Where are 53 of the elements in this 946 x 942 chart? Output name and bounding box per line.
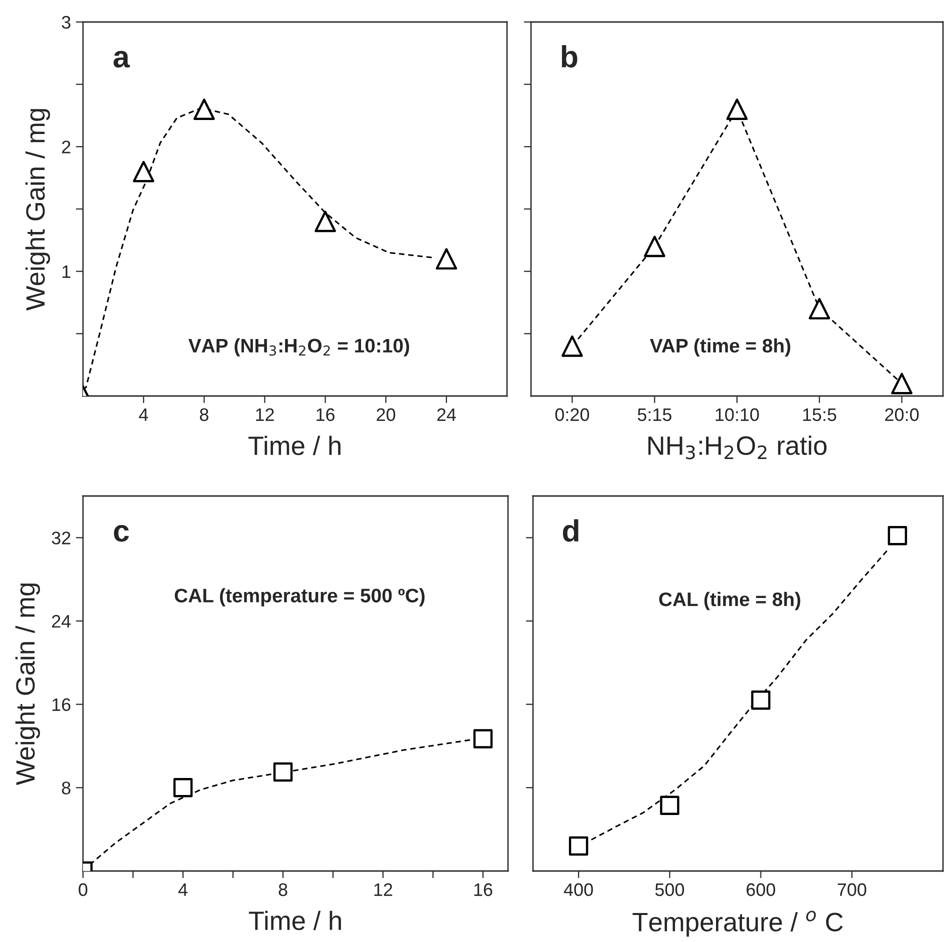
point xyxy=(891,372,912,394)
x-tick-label: 24 xyxy=(437,408,456,421)
x-tick-label: 700 xyxy=(838,883,866,896)
annotation: VAP (NH$_{3}$:H$_{2}$O$_{2}$ = 10:10) xyxy=(188,338,410,356)
y-tick-label: 24 xyxy=(52,614,71,628)
x-tick-label: 8 xyxy=(278,883,288,896)
x-tick-label: 4 xyxy=(178,883,188,896)
x-tick-label: 0:20 xyxy=(555,408,590,422)
annotation: VAP (time = 8h) xyxy=(650,338,790,356)
annotation: c xyxy=(114,524,129,542)
annotation: CAL (temperature = 500 ºC) xyxy=(174,588,425,606)
point xyxy=(660,796,680,815)
point xyxy=(132,160,154,182)
y-tick-label: 3 xyxy=(62,16,70,29)
annotation: d xyxy=(562,519,578,542)
point xyxy=(751,690,770,710)
x-tick-label: 20 xyxy=(376,408,396,422)
annotation: a xyxy=(114,50,130,68)
point xyxy=(644,236,666,258)
x-axis-title: Time / h xyxy=(248,910,341,930)
y-tick-label: 32 xyxy=(52,532,70,544)
x-tick-label: 12 xyxy=(256,408,274,421)
x-axis-title: Time / h xyxy=(248,436,340,456)
x-axis-title: NH$_{3}$:H$_{2}$O$_{2}$ ratio xyxy=(648,436,827,460)
x-tick-label: 4 xyxy=(138,408,148,421)
x-tick-label: 5:15 xyxy=(638,408,672,422)
x-tick-label: 10:10 xyxy=(716,408,759,422)
annotation: CAL (time = 8h) xyxy=(659,592,800,610)
x-tick-label: 20:0 xyxy=(885,408,919,422)
x-tick-label: 15:5 xyxy=(803,408,836,422)
x-axis-title: Temperature / $^{o}$ C xyxy=(632,910,843,937)
y-tick-label: 8 xyxy=(62,782,70,794)
annotation: b xyxy=(562,45,578,68)
point xyxy=(314,210,336,232)
x-tick-label: 0 xyxy=(78,883,88,896)
x-tick-label: 16 xyxy=(316,408,335,422)
x-tick-label: 16 xyxy=(474,883,492,896)
x-tick-label: 500 xyxy=(655,883,684,896)
point xyxy=(726,98,748,120)
y-axis-title: Weight Gain / mg xyxy=(25,108,50,311)
x-tick-label: 400 xyxy=(564,883,593,896)
y-tick-label: 16 xyxy=(52,698,70,712)
point xyxy=(568,836,588,856)
y-axis-title: Weight Gain / mg xyxy=(15,583,40,786)
point xyxy=(888,526,908,546)
x-tick-label: 8 xyxy=(200,408,208,422)
y-tick-label: 1 xyxy=(62,265,70,278)
x-tick-label: 600 xyxy=(746,883,776,896)
point xyxy=(562,335,583,357)
y-tick-label: 2 xyxy=(62,140,70,154)
x-tick-label: 12 xyxy=(374,883,392,896)
point xyxy=(808,298,830,320)
point xyxy=(193,98,215,120)
